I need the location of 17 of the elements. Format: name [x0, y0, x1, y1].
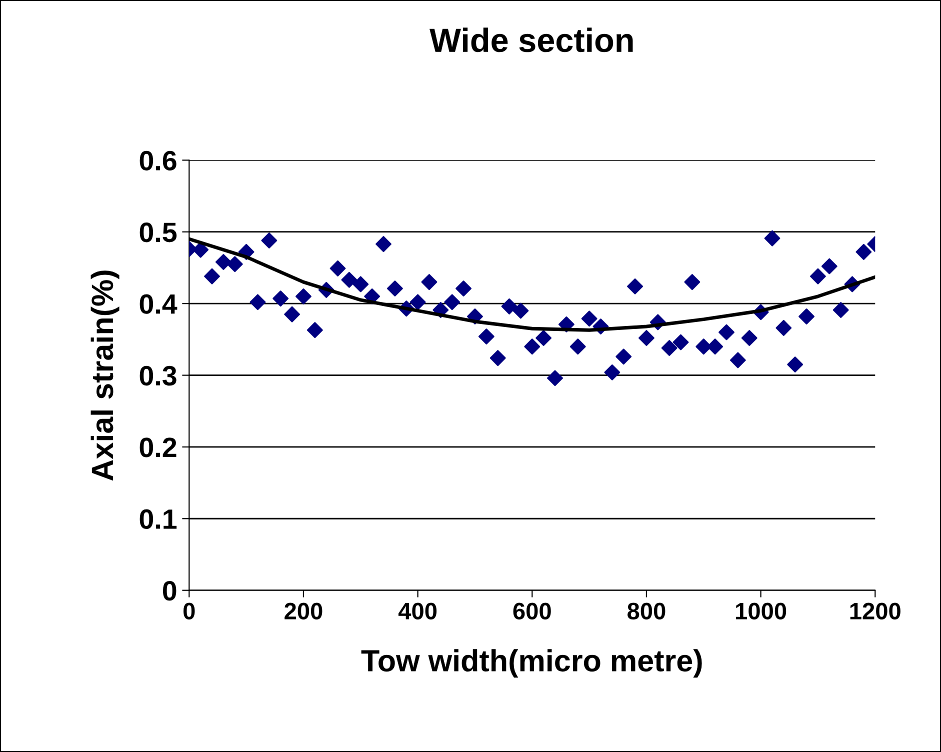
y-tick-label: 0.5 — [140, 222, 177, 242]
x-tick-label: 800 — [628, 602, 666, 620]
x-tick-label: 600 — [513, 602, 551, 620]
y-tick-label: 0.3 — [140, 366, 176, 386]
y-tick-label: 0.1 — [140, 509, 177, 529]
y-tick-label: 0.4 — [140, 294, 178, 314]
y-tick-label: 0 — [162, 580, 176, 601]
y-axis-title: Axial strain(%) — [90, 270, 120, 481]
y-tick-label: 0.2 — [140, 438, 176, 458]
y-tick-label: 0.6 — [140, 150, 176, 171]
x-tick-label: 0 — [184, 602, 195, 620]
chart-title: Wide section — [430, 28, 633, 52]
x-tick-label: 200 — [284, 602, 322, 620]
x-axis-title: Tow width(micro metre) — [361, 649, 702, 678]
x-tick-label: 400 — [398, 602, 437, 620]
x-tick-label: 1200 — [850, 602, 900, 620]
x-tick-label: 1000 — [736, 602, 786, 620]
